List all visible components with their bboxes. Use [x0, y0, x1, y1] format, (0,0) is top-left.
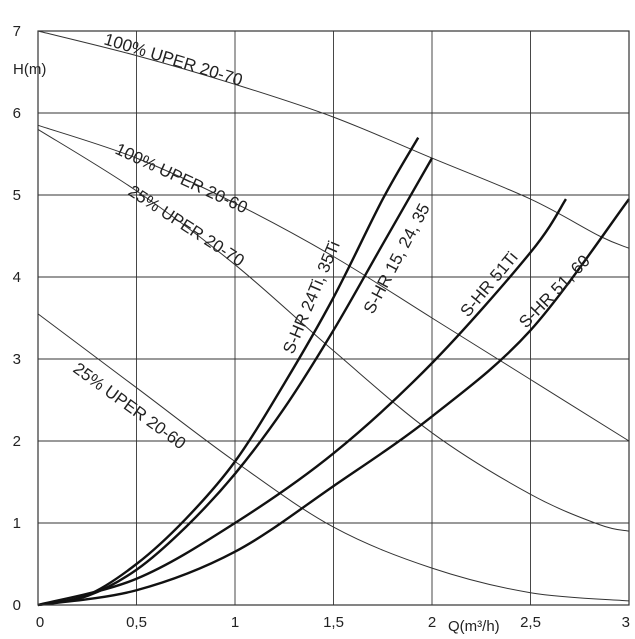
x-axis-label: Q(m³/h)	[448, 618, 500, 635]
y-tick-label: 2	[13, 433, 21, 450]
x-tick-label: 3	[622, 614, 630, 631]
y-tick-label: 7	[13, 23, 21, 40]
x-tick-label: 0	[36, 614, 44, 631]
x-tick-label: 1	[231, 614, 239, 631]
y-tick-label: 3	[13, 351, 21, 368]
y-tick-label: 6	[13, 105, 21, 122]
pump-curve	[37, 313, 630, 602]
system-curve	[37, 198, 567, 607]
grid	[38, 31, 629, 605]
y-tick-label: 1	[13, 515, 21, 532]
system-curve	[37, 157, 434, 607]
system-curves	[37, 137, 630, 607]
y-axis-label: H(m)	[13, 61, 46, 78]
x-tick-label: 0,5	[126, 614, 147, 631]
system-curve	[37, 137, 420, 607]
pump-curve	[37, 128, 630, 532]
y-tick-label: 4	[13, 269, 21, 286]
x-tick-label: 2,5	[520, 614, 541, 631]
pump-curves	[37, 30, 630, 602]
y-tick-label: 5	[13, 187, 21, 204]
y-tick-label: 0	[13, 597, 21, 614]
x-tick-label: 1,5	[323, 614, 344, 631]
system-curve	[37, 198, 630, 607]
plot-frame	[37, 30, 630, 606]
x-tick-label: 2	[428, 614, 436, 631]
pump-curve	[37, 30, 630, 249]
tick-labels: 0 0,5 1 1,5 2 2,5 3 0 1 2 3 4 5 6 7	[13, 23, 630, 631]
pump-curve	[37, 124, 630, 442]
